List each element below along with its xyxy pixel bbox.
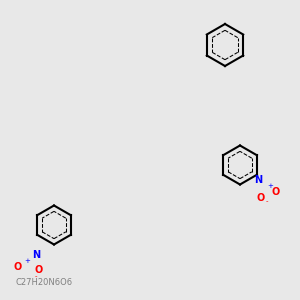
- Text: O: O: [257, 193, 265, 203]
- Text: N: N: [254, 175, 262, 185]
- Text: N: N: [32, 250, 40, 260]
- Text: -: -: [35, 273, 37, 279]
- Text: O: O: [272, 187, 280, 197]
- Text: -: -: [266, 198, 268, 204]
- Text: +: +: [24, 258, 30, 264]
- Text: O: O: [35, 265, 43, 275]
- Text: O: O: [14, 262, 22, 272]
- Text: +: +: [267, 183, 273, 189]
- Text: C27H20N6O6: C27H20N6O6: [15, 278, 72, 287]
